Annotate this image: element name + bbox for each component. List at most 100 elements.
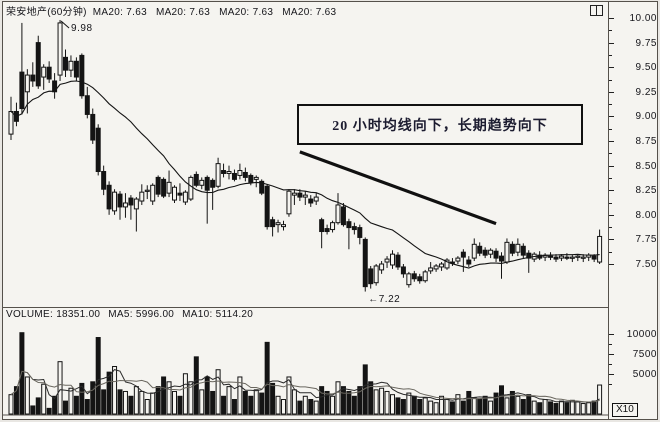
volume-bar bbox=[520, 399, 526, 415]
volume-bar bbox=[281, 399, 286, 415]
candle bbox=[575, 255, 581, 258]
candle bbox=[373, 265, 379, 284]
candle bbox=[455, 257, 461, 262]
candle bbox=[548, 255, 554, 258]
candle bbox=[515, 243, 521, 253]
volume-tick-label: 5000 bbox=[632, 368, 657, 380]
candle bbox=[101, 171, 107, 190]
volume-bar bbox=[41, 383, 47, 415]
volume-bar bbox=[509, 390, 515, 415]
ma20-label: MA20: 7.63 bbox=[155, 7, 211, 18]
candle bbox=[144, 189, 150, 192]
volume-bar bbox=[172, 390, 177, 415]
volume-bar bbox=[433, 402, 439, 415]
candle bbox=[182, 191, 188, 203]
volume-bar bbox=[57, 361, 63, 415]
volume-bar bbox=[558, 400, 564, 415]
pane-divider bbox=[3, 307, 608, 308]
volume-bar bbox=[444, 399, 450, 415]
volume-bar bbox=[346, 390, 352, 415]
candle bbox=[395, 254, 401, 268]
candle bbox=[297, 192, 303, 198]
candle bbox=[128, 197, 134, 206]
volume-bar bbox=[390, 394, 395, 415]
candle bbox=[313, 196, 319, 202]
low-price-callout: ←7.22 bbox=[368, 293, 401, 305]
candle bbox=[417, 276, 423, 282]
price-minor-tick bbox=[609, 227, 612, 229]
volume-bar bbox=[455, 394, 461, 415]
price-tick-label: 7.75 bbox=[635, 234, 657, 246]
price-minor-tick bbox=[609, 251, 612, 253]
candle bbox=[122, 202, 128, 208]
volume-bar bbox=[297, 400, 303, 415]
candle bbox=[30, 74, 36, 82]
volume-bar bbox=[591, 400, 597, 415]
volume-bar bbox=[449, 401, 455, 415]
volume-bar bbox=[477, 399, 483, 415]
candle bbox=[204, 176, 210, 191]
volume-bar bbox=[504, 397, 510, 415]
volume-bar bbox=[112, 366, 118, 415]
volume-bar bbox=[35, 397, 41, 415]
candle bbox=[231, 172, 237, 180]
volume-bar bbox=[52, 395, 58, 415]
volume-bar bbox=[580, 403, 586, 415]
price-tick-label: 8.75 bbox=[635, 136, 657, 147]
volume-bar bbox=[526, 394, 532, 415]
volume-bar bbox=[204, 376, 210, 415]
volume-bar bbox=[90, 381, 96, 415]
volume-bar bbox=[101, 389, 107, 415]
volume-bar bbox=[106, 371, 112, 415]
split-window-icon[interactable] bbox=[590, 5, 603, 16]
candle bbox=[117, 193, 123, 208]
price-candlestick-pane[interactable] bbox=[3, 2, 608, 307]
price-tick-label: 9.75 bbox=[635, 37, 657, 49]
volume-multiplier-badge: X10 bbox=[612, 403, 638, 417]
candle bbox=[286, 190, 292, 215]
candle bbox=[553, 256, 559, 260]
candle bbox=[433, 265, 439, 270]
volume-value-label: VOLUME: 18351.00 bbox=[6, 309, 101, 320]
price-tick-mark bbox=[609, 264, 614, 265]
volume-pane[interactable] bbox=[3, 308, 608, 418]
candle bbox=[482, 249, 488, 256]
volume-bar bbox=[248, 395, 254, 415]
candle bbox=[351, 226, 357, 231]
volume-bar bbox=[237, 376, 243, 415]
candle bbox=[79, 54, 85, 97]
volume-minor-tick bbox=[609, 363, 612, 365]
volume-bar bbox=[30, 405, 36, 415]
candle bbox=[73, 60, 79, 78]
candle bbox=[291, 192, 297, 196]
ma20-label: MA20: 7.63 bbox=[92, 7, 147, 18]
price-tick-label: 8.00 bbox=[635, 209, 657, 221]
volume-bar bbox=[417, 399, 423, 415]
axis-divider bbox=[608, 2, 609, 419]
volume-bar bbox=[542, 399, 548, 415]
volume-bar bbox=[46, 407, 52, 415]
candle bbox=[444, 259, 450, 269]
volume-bar bbox=[411, 395, 417, 415]
candle bbox=[221, 170, 227, 174]
candle bbox=[210, 179, 216, 188]
annotation-box: 20 小时均线向下，长期趋势向下 bbox=[297, 104, 583, 145]
price-tick-mark bbox=[609, 190, 614, 192]
candle bbox=[357, 227, 363, 238]
ma20-label: MA20: 7.63 bbox=[219, 7, 274, 18]
volume-bar bbox=[221, 395, 227, 415]
candle bbox=[41, 66, 47, 78]
candle bbox=[324, 228, 330, 233]
volume-bar bbox=[188, 381, 194, 415]
high-price-callout: 9.98 bbox=[71, 22, 93, 34]
instrument-title: 荣安地产(60分钟) bbox=[6, 7, 87, 18]
candle bbox=[57, 22, 63, 76]
volume-bar bbox=[340, 386, 346, 415]
candle bbox=[411, 273, 417, 280]
price-minor-tick bbox=[609, 202, 612, 204]
volume-bar bbox=[24, 376, 30, 415]
volume-bar bbox=[144, 399, 150, 415]
annotation-text: 20 小时均线向下，长期趋势向下 bbox=[332, 118, 548, 134]
volume-bar bbox=[210, 390, 216, 415]
candle bbox=[253, 176, 259, 180]
